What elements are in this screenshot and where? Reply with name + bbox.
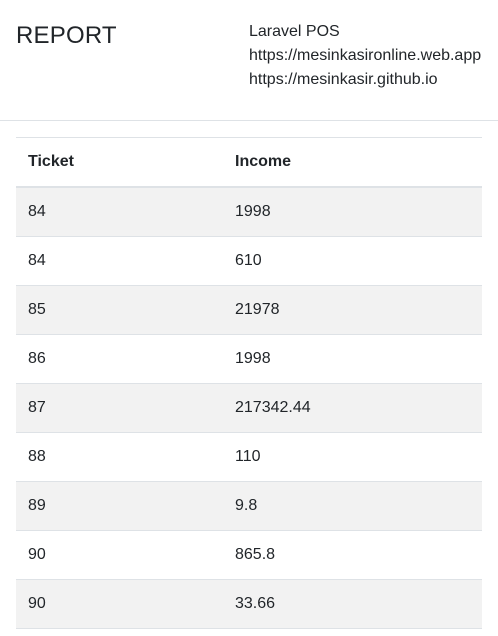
ticket-cell: 84 — [16, 236, 223, 286]
page-title: REPORT — [16, 22, 117, 49]
ticket-cell: 90 — [16, 579, 223, 629]
table-row: 89 9.8 — [16, 481, 482, 531]
income-cell: 1998 — [223, 334, 482, 384]
ticket-cell: 86 — [16, 334, 223, 384]
ticket-cell: 88 — [16, 432, 223, 482]
column-header-ticket: Ticket — [16, 138, 223, 188]
report-table: Ticket Income 84 1998 84 610 85 21978 — [16, 138, 482, 629]
ticket-cell: 89 — [16, 481, 223, 531]
column-header-income: Income — [223, 138, 482, 188]
table-row: 85 21978 — [16, 285, 482, 335]
income-cell: 33.66 — [223, 579, 482, 629]
ticket-cell: 87 — [16, 383, 223, 433]
table-row: 88 110 — [16, 432, 482, 482]
income-cell: 110 — [223, 432, 482, 482]
ticket-cell: 84 — [16, 187, 223, 237]
income-cell: 1998 — [223, 187, 482, 237]
company-url-2: https://mesinkasir.github.io — [249, 71, 438, 88]
table-row: 90 33.66 — [16, 579, 482, 629]
company-name: Laravel POS — [249, 23, 340, 40]
table-header-row: Ticket Income — [16, 138, 482, 188]
income-cell: 217342.44 — [223, 383, 482, 433]
company-info: Laravel POS https://mesinkasironline.web… — [249, 20, 481, 92]
income-cell: 610 — [223, 236, 482, 286]
table-row: 84 1998 — [16, 187, 482, 237]
income-cell: 21978 — [223, 285, 482, 335]
income-cell: 865.8 — [223, 530, 482, 580]
ticket-cell: 90 — [16, 530, 223, 580]
table-row: 86 1998 — [16, 334, 482, 384]
table-row: 84 610 — [16, 236, 482, 286]
company-url-1: https://mesinkasironline.web.app — [249, 47, 482, 64]
table-row: 90 865.8 — [16, 530, 482, 580]
report-table-container: Ticket Income 84 1998 84 610 85 21978 — [16, 137, 482, 629]
ticket-cell: 85 — [16, 285, 223, 335]
report-header: REPORT Laravel POS https://mesinkasironl… — [0, 0, 498, 121]
table-row: 87 217342.44 — [16, 383, 482, 433]
income-cell: 9.8 — [223, 481, 482, 531]
